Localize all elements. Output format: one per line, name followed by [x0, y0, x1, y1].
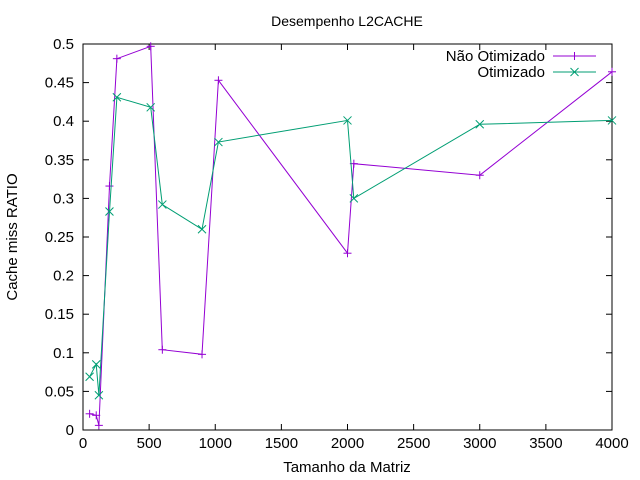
data-point — [105, 207, 114, 216]
data-point — [94, 390, 104, 400]
data-point — [214, 137, 223, 147]
data-point — [607, 116, 617, 125]
data-point — [475, 171, 484, 180]
series-1 — [85, 42, 616, 430]
legend-entry: Otimizado — [477, 64, 596, 81]
plot-area-frame — [82, 43, 613, 431]
y-axis: 0 0.05 0.1 0.15 0.2 0.25 0.3 0.35 0.4 0.45 0.5 — [45, 36, 612, 439]
data-point — [85, 409, 94, 418]
series-2 — [85, 92, 617, 400]
data-point — [349, 194, 359, 203]
x-tick-label: 3500 — [529, 435, 562, 452]
y-tick-label: 0.3 — [53, 190, 74, 207]
data-point — [198, 350, 207, 359]
x-axis: 0 500 1000 1500 2000 2500 3000 3500 4000 — [79, 44, 629, 452]
x-tick-label: 3000 — [463, 435, 496, 452]
legend-label: Não Otimizado — [446, 48, 545, 65]
data-point — [157, 200, 167, 209]
data-point — [343, 116, 352, 125]
legend-marker — [570, 52, 579, 60]
data-point — [112, 92, 122, 102]
y-tick-label: 0.45 — [45, 75, 74, 92]
y-tick-label: 0.5 — [53, 36, 74, 53]
data-point — [158, 345, 167, 354]
y-tick-label: 0.15 — [45, 306, 74, 323]
data-point — [214, 76, 223, 85]
x-tick-label: 1500 — [265, 435, 298, 452]
data-point — [94, 421, 103, 430]
x-tick-label: 1000 — [199, 435, 232, 452]
x-tick-label: 500 — [137, 435, 162, 452]
data-point — [105, 182, 114, 191]
data-point — [112, 54, 121, 63]
series-layer — [85, 42, 617, 430]
y-tick-label: 0.25 — [45, 229, 74, 246]
legend-marker — [570, 67, 579, 77]
chart-title: Desempenho L2CACHE — [271, 13, 423, 29]
x-tick-label: 2000 — [331, 435, 364, 452]
x-tick-label: 4000 — [595, 435, 628, 452]
y-axis-label: Cache miss RATIO — [4, 173, 21, 300]
data-point — [608, 67, 616, 76]
data-point — [91, 360, 101, 369]
data-point — [92, 411, 101, 420]
y-tick-label: 0.1 — [53, 345, 74, 362]
y-tick-label: 0.35 — [45, 152, 74, 169]
x-axis-label: Tamanho da Matriz — [283, 459, 411, 476]
legend-label: Otimizado — [477, 64, 545, 81]
x-tick-label: 0 — [79, 435, 87, 452]
data-point — [343, 249, 352, 258]
data-point — [85, 372, 94, 382]
y-tick-label: 0.2 — [53, 268, 74, 285]
data-point — [475, 119, 485, 129]
series-line — [89, 45, 613, 426]
data-point — [146, 102, 156, 112]
data-point — [146, 42, 155, 51]
y-tick-label: 0.4 — [53, 113, 74, 130]
y-tick-label: 0.05 — [45, 383, 74, 400]
x-tick-label: 2500 — [397, 435, 430, 452]
y-tick-label: 0 — [66, 422, 74, 439]
legend-entry: Não Otimizado — [446, 48, 596, 65]
data-point — [197, 224, 207, 234]
